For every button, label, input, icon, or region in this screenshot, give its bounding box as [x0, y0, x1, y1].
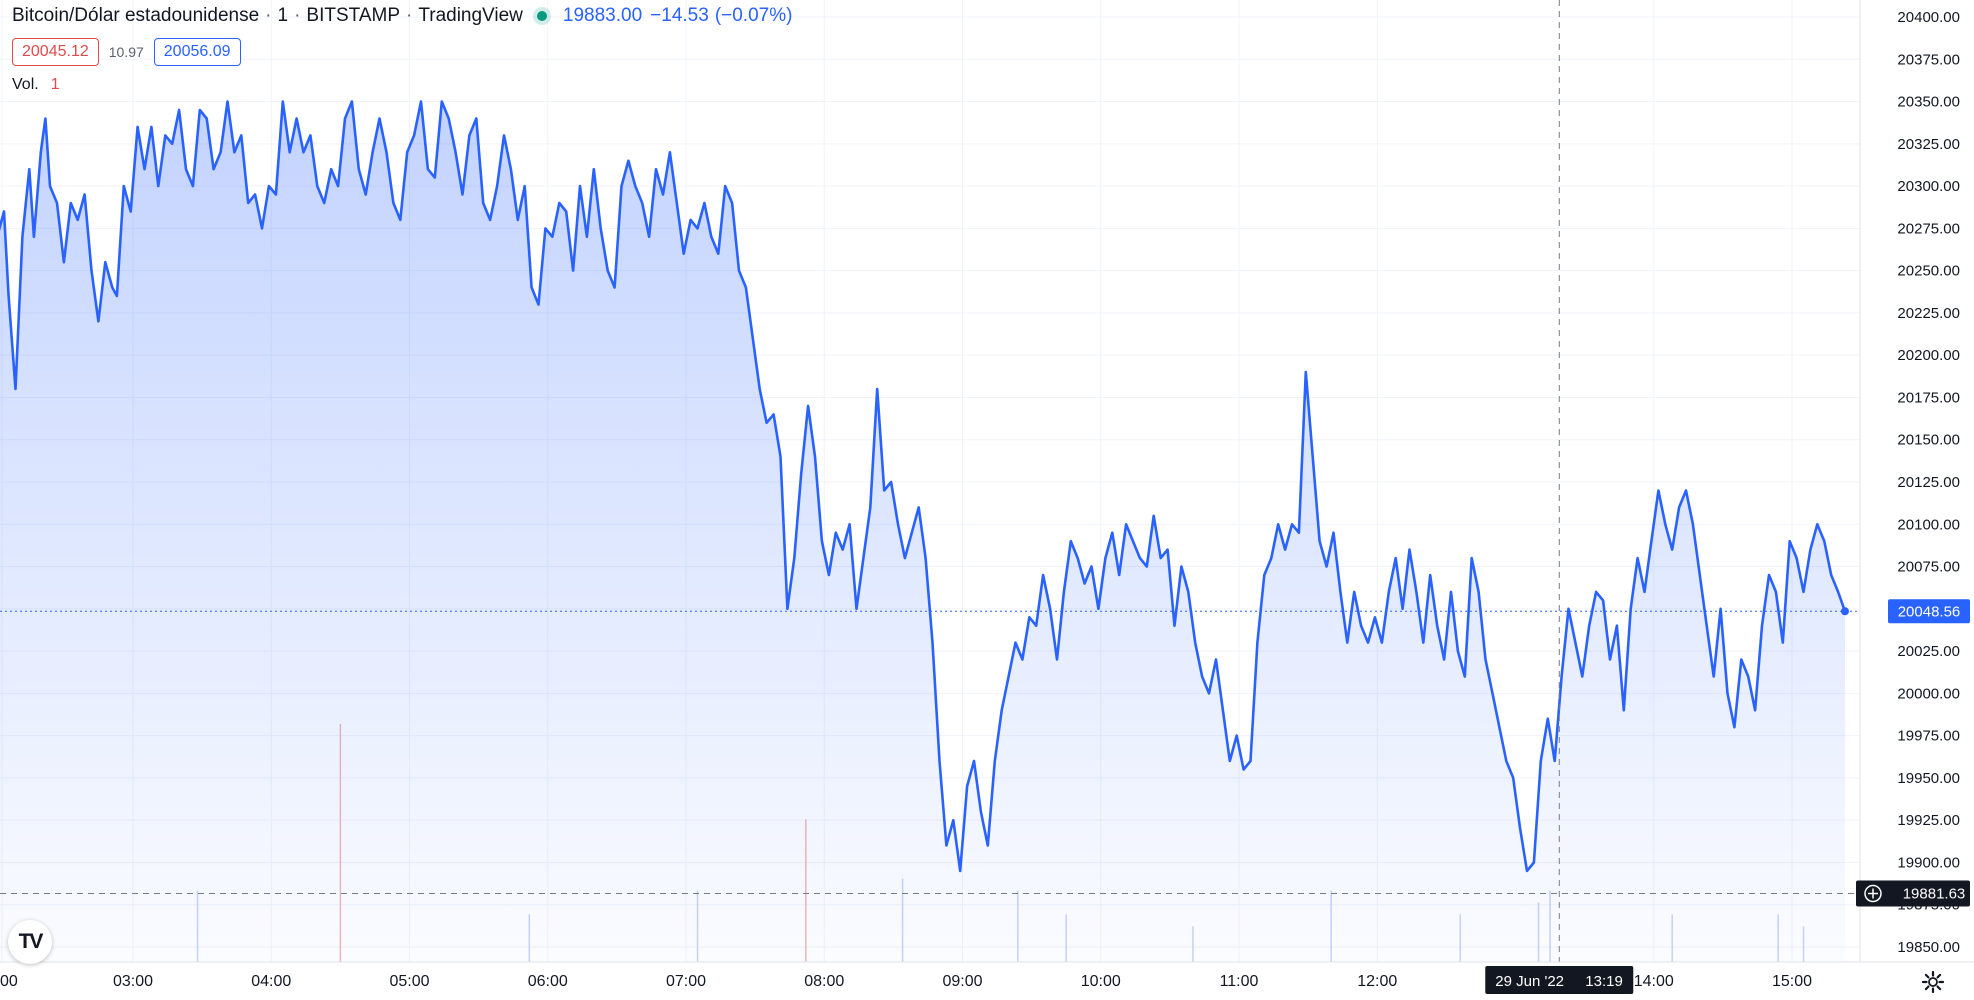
interval-label[interactable]: 1 [277, 5, 289, 26]
price-tick-label: 20200.00 [1897, 347, 1960, 364]
time-tick-label: 03:00 [113, 973, 153, 990]
price-tick-label: 20075.00 [1897, 559, 1960, 576]
source-label: TradingView [418, 5, 523, 26]
symbol-name[interactable]: Bitcoin/Dólar estadounidense [12, 5, 260, 26]
price-change-percent: (−0.07%) [714, 5, 793, 26]
time-tick-label: 09:00 [942, 973, 982, 990]
exchange-label: BITSTAMP [306, 5, 401, 26]
separator: · [265, 5, 272, 26]
price-tick-label: 20025.00 [1897, 643, 1960, 660]
price-tick-label: 20275.00 [1897, 220, 1960, 237]
time-axis-labels: 00 03:00 04:00 05:00 06:00 07:00 08:00 09:00 10:… [0, 973, 1812, 990]
price-tick-label: 20150.00 [1897, 432, 1960, 449]
volume-legend[interactable]: Vol. 1 [12, 76, 60, 94]
last-price-dot [1840, 607, 1849, 616]
separator: · [406, 5, 413, 26]
time-tick-label: 07:00 [666, 973, 706, 990]
price-area-fill [0, 101, 1845, 962]
price-axis[interactable] [1860, 0, 1974, 962]
price-change: −14.53 [650, 5, 709, 26]
time-tick-label: 11:00 [1220, 973, 1259, 990]
crosshair-price-badge[interactable]: 19881.63 [1856, 880, 1970, 907]
price-line[interactable] [0, 100, 1847, 873]
price-tick-label: 20225.00 [1897, 305, 1960, 322]
crosshair-time-label: 13:19 [1585, 973, 1623, 990]
current-price-badge: 20048.56 [1888, 599, 1970, 624]
time-tick-label: 08:00 [804, 973, 844, 990]
time-tick-label: 12:00 [1357, 973, 1397, 990]
tradingview-logo-icon[interactable]: TV [8, 920, 52, 964]
price-tick-label: 20300.00 [1897, 178, 1960, 195]
sell-button[interactable]: 20045.12 [12, 38, 99, 66]
price-tick-label: 20000.00 [1897, 685, 1960, 702]
price-tick-label: 19975.00 [1897, 728, 1960, 745]
time-tick-label: 00 [0, 973, 18, 990]
price-tick-label: 19950.00 [1897, 770, 1960, 787]
price-tick-label: 20400.00 [1897, 9, 1960, 26]
time-tick-label: 04:00 [251, 973, 291, 990]
price-axis-labels: 19850.0019875.0019900.0019925.0019950.00… [1897, 9, 1960, 956]
price-tick-label: 20250.00 [1897, 263, 1960, 280]
gear-icon[interactable] [1920, 969, 1946, 995]
volume-label: Vol. [12, 76, 39, 93]
crosshair-date-label: 29 Jun '22 [1495, 973, 1564, 990]
time-tick-label: 05:00 [389, 973, 429, 990]
buy-button[interactable]: 20056.09 [153, 38, 241, 66]
logo-text: TV [18, 930, 44, 953]
time-tick-label: 14:00 [1634, 973, 1674, 990]
spread-value: 10.97 [108, 44, 144, 60]
price-tick-label: 20175.00 [1897, 389, 1960, 406]
volume-value: 1 [50, 76, 60, 93]
time-tick-label: 15:00 [1772, 973, 1812, 990]
current-price-label: 20048.56 [1898, 603, 1961, 620]
price-tick-label: 20100.00 [1897, 516, 1960, 533]
price-tick-label: 20375.00 [1897, 51, 1960, 68]
price-tick-label: 20350.00 [1897, 94, 1960, 111]
price-tick-label: 20125.00 [1897, 474, 1960, 491]
bid-ask-panel: 20045.12 10.97 20056.09 [12, 38, 241, 66]
last-price: 19883.00 [562, 5, 643, 26]
time-tick-label: 06:00 [528, 973, 568, 990]
price-tick-label: 20325.00 [1897, 136, 1960, 153]
plus-circle-icon[interactable] [1864, 884, 1882, 903]
crosshair-price-label: 19881.63 [1903, 886, 1966, 903]
legend-header: Bitcoin/Dólar estadounidense · 1 · BITST… [12, 4, 792, 28]
price-tick-label: 19925.00 [1897, 812, 1960, 829]
price-tick-label: 19900.00 [1897, 854, 1960, 871]
time-axis[interactable] [0, 962, 1974, 1000]
crosshair-time-badge: 29 Jun '22 13:19 [1485, 966, 1634, 994]
time-tick-label: 10:00 [1081, 973, 1121, 990]
market-status-icon[interactable] [536, 11, 547, 21]
separator: · [294, 5, 301, 26]
price-tick-label: 19850.00 [1897, 939, 1960, 956]
